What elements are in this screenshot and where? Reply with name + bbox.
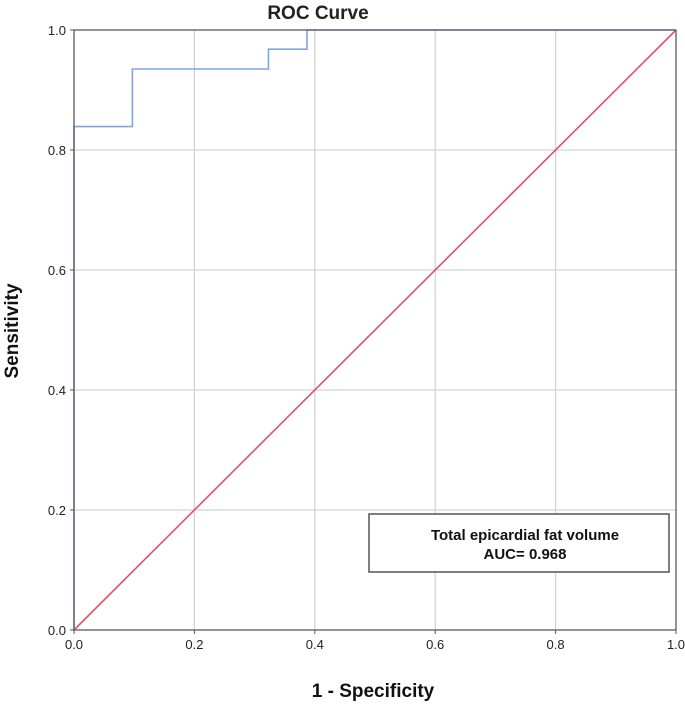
legend-frame <box>368 513 670 573</box>
plot-frame <box>73 29 677 631</box>
series-layer <box>73 29 677 631</box>
reference-diagonal-line <box>73 29 677 631</box>
chart-title: ROC Curve <box>267 3 368 24</box>
roc-curve-line <box>73 29 676 630</box>
x-tick-label: 0.0 <box>65 637 83 652</box>
legend-line-1: Total epicardial fat volume <box>431 527 619 544</box>
x-axis-ticks: 0.0 0.2 0.4 0.6 0.8 1.0 <box>65 630 685 652</box>
y-tick-label: 0.8 <box>48 143 66 158</box>
y-tick-label: 0.2 <box>48 503 66 518</box>
y-tick-label: 1.0 <box>48 23 66 38</box>
legend-line-2: AUC= 0.968 <box>484 546 567 563</box>
x-axis-label: 1 - Specificity <box>312 681 435 702</box>
x-tick-label: 0.6 <box>426 637 444 652</box>
y-axis-ticks: 0.0 0.2 0.4 0.6 0.8 1.0 <box>48 23 74 638</box>
y-tick-label: 0.6 <box>48 263 66 278</box>
x-tick-label: 1.0 <box>667 637 685 652</box>
x-tick-label: 0.2 <box>185 637 203 652</box>
y-axis-label: Sensitivity <box>2 283 23 378</box>
y-tick-label: 0.4 <box>48 383 66 398</box>
legend-box: Total epicardial fat volume AUC= 0.968 <box>368 513 670 573</box>
x-tick-label: 0.4 <box>306 637 324 652</box>
x-tick-label: 0.8 <box>547 637 565 652</box>
y-tick-label: 0.0 <box>48 623 66 638</box>
